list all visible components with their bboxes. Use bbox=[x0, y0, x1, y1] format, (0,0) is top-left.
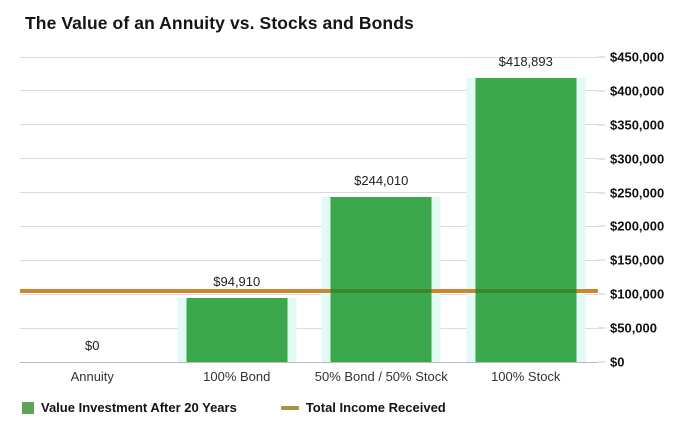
gridline bbox=[20, 192, 598, 194]
x-axis-label: Annuity bbox=[70, 369, 114, 384]
legend-line-label: Total Income Received bbox=[305, 400, 446, 415]
line-series-dash-icon bbox=[280, 405, 299, 410]
y-tick-label: $50,000 bbox=[610, 320, 657, 336]
y-tick-label: $300,000 bbox=[610, 151, 665, 167]
y-tick: $50,000 bbox=[598, 321, 657, 336]
y-tick-label: $100,000 bbox=[610, 286, 665, 302]
gridline bbox=[20, 158, 598, 160]
y-tick-label: $150,000 bbox=[610, 252, 665, 268]
chart-title: The Value of an Annuity vs. Stocks and B… bbox=[25, 13, 414, 33]
y-tick-label: $400,000 bbox=[610, 83, 665, 99]
y-tick: $250,000 bbox=[598, 185, 664, 200]
y-tick: $450,000 bbox=[598, 50, 664, 65]
y-tick-label: $350,000 bbox=[610, 117, 665, 133]
bar-value-label: $418,893 bbox=[498, 54, 553, 70]
y-tick-mark bbox=[598, 361, 605, 363]
x-axis-labels: Annuity 100% Bond 50% Bond / 50% Stock 100%… bbox=[20, 369, 598, 384]
gridline bbox=[20, 259, 598, 261]
y-tick-label: $450,000 bbox=[610, 49, 665, 65]
bar-slots: $0 $94,910 $244,010 $418,893 bbox=[20, 54, 599, 362]
bar-value-label: $244,010 bbox=[354, 172, 409, 188]
y-tick-mark bbox=[598, 158, 605, 160]
chart-body: $0 $94,910 $244,010 $418,893 $450,000 $400,0… bbox=[20, 50, 700, 370]
y-tick: $400,000 bbox=[598, 83, 664, 98]
gridline bbox=[20, 361, 598, 363]
legend-bar-label: Value Investment After 20 Years bbox=[41, 400, 237, 415]
bar-100-bond bbox=[186, 297, 288, 362]
x-axis-label: 100% Stock bbox=[491, 369, 561, 384]
y-tick-mark bbox=[598, 225, 605, 227]
y-axis: $450,000 $400,000 $350,000 $300,000 $250,000… bbox=[598, 50, 680, 370]
bar-slot: $0 bbox=[20, 57, 165, 362]
y-tick-mark bbox=[598, 293, 605, 295]
bar-slot: $94,910 bbox=[165, 57, 310, 362]
y-tick-mark bbox=[598, 192, 605, 194]
y-tick-mark bbox=[598, 56, 605, 58]
bar-slot: $244,010 bbox=[309, 57, 454, 362]
gridline bbox=[20, 225, 598, 227]
total-income-line bbox=[20, 288, 598, 293]
legend-item-bars: Value Investment After 20 Years bbox=[22, 400, 237, 415]
bar-50-bond-50-stock bbox=[330, 196, 432, 362]
legend: Value Investment After 20 Years Total In… bbox=[22, 400, 700, 415]
gridline bbox=[20, 90, 598, 92]
bar-slot: $418,893 bbox=[454, 54, 599, 362]
y-tick-label: $0 bbox=[610, 354, 625, 370]
bar-value-label: $0 bbox=[85, 338, 100, 353]
y-tick: $200,000 bbox=[598, 219, 664, 234]
bar-series-swatch-icon bbox=[22, 401, 34, 414]
plot-area: $0 $94,910 $244,010 $418,893 bbox=[20, 54, 599, 363]
x-axis-label: 100% Bond bbox=[203, 369, 271, 384]
y-tick-mark bbox=[598, 90, 605, 92]
x-axis-label: 50% Bond / 50% Stock bbox=[314, 369, 448, 384]
y-tick: $350,000 bbox=[598, 117, 664, 132]
y-tick: $100,000 bbox=[598, 287, 664, 302]
bar-100-stock bbox=[475, 78, 577, 362]
y-tick-mark bbox=[598, 327, 605, 329]
gridline bbox=[20, 327, 598, 329]
gridline bbox=[20, 293, 598, 295]
y-tick-mark bbox=[598, 259, 605, 261]
bar-value-label: $94,910 bbox=[213, 273, 261, 289]
y-tick: $150,000 bbox=[598, 253, 664, 268]
y-tick: $0 bbox=[598, 355, 624, 370]
gridline bbox=[20, 124, 598, 126]
y-tick-label: $200,000 bbox=[610, 218, 665, 234]
legend-item-line: Total Income Received bbox=[280, 400, 446, 415]
y-tick-label: $250,000 bbox=[610, 185, 665, 201]
y-tick-mark bbox=[598, 124, 605, 126]
y-tick: $300,000 bbox=[598, 151, 664, 166]
gridline bbox=[20, 56, 598, 58]
